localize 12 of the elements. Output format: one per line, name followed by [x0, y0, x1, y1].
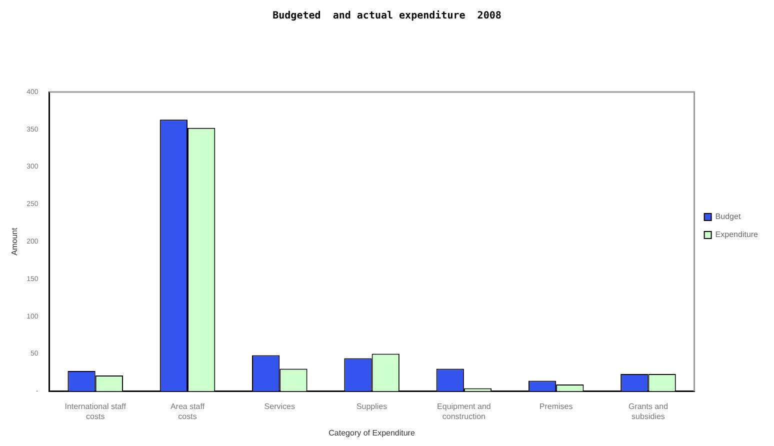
x-axis-title: Category of Expenditure	[328, 428, 416, 438]
legend-label: Budget	[715, 212, 742, 222]
legend-label: Expenditure	[715, 230, 759, 240]
x-tick-label: Equipment and construction	[437, 402, 491, 421]
x-tick-label: Supplies	[356, 402, 388, 412]
x-tick-label: Services	[264, 402, 295, 412]
y-axis-title: Amount	[10, 227, 20, 256]
x-tick-label: Area staff costs	[170, 402, 206, 421]
x-tick-label: Premises	[539, 402, 573, 412]
x-tick-label: Grants and subsidies	[628, 402, 668, 421]
x-tick-label: International staff costs	[64, 402, 127, 421]
chart-title: Budgeted and actual expenditure 2008	[272, 10, 502, 22]
